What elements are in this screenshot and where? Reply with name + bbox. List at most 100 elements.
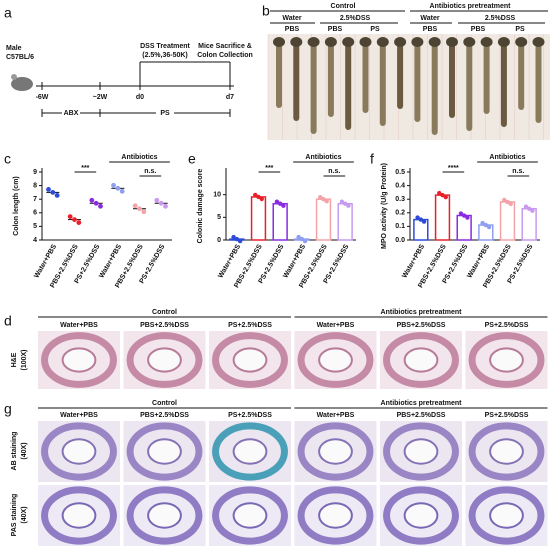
panel-label: d bbox=[4, 313, 12, 329]
y-tick-label: 6 bbox=[33, 210, 37, 217]
cecum bbox=[342, 37, 355, 47]
colon-strip bbox=[379, 38, 386, 126]
colon-strip bbox=[518, 38, 525, 110]
colon-strip bbox=[466, 38, 473, 131]
mouse-ear bbox=[11, 74, 17, 80]
tissue-ring bbox=[212, 422, 288, 481]
cecum bbox=[273, 37, 285, 47]
x-tick-label: Water+PBS bbox=[401, 243, 426, 279]
point bbox=[72, 217, 77, 223]
lumen bbox=[489, 438, 524, 465]
bar bbox=[272, 202, 288, 241]
point bbox=[281, 203, 286, 208]
agent-label: PBS bbox=[328, 26, 343, 33]
time-label: d7 bbox=[226, 94, 234, 101]
point bbox=[234, 236, 240, 242]
y-tick-label: 0.5 bbox=[395, 169, 405, 176]
column-label: Water+PBS bbox=[60, 412, 98, 419]
cecum bbox=[290, 37, 303, 47]
point bbox=[98, 203, 103, 209]
point bbox=[163, 203, 168, 209]
cecum bbox=[532, 37, 545, 47]
bar bbox=[250, 196, 267, 241]
y-tick-label: 5 bbox=[217, 214, 221, 221]
lumen bbox=[61, 438, 97, 465]
group-label: Antibiotics bbox=[121, 154, 157, 161]
point bbox=[421, 219, 427, 224]
colon-strip bbox=[345, 38, 352, 130]
point bbox=[440, 192, 445, 198]
point bbox=[342, 201, 348, 206]
lumen bbox=[147, 438, 182, 465]
treatment-label: Water bbox=[282, 15, 301, 22]
group-label: Antibiotics pretreatment bbox=[381, 309, 463, 316]
colon-photo bbox=[268, 34, 550, 140]
treatment-label: 2.5%DSS bbox=[485, 15, 516, 22]
point bbox=[483, 222, 489, 228]
bar bbox=[499, 201, 516, 241]
cecum bbox=[324, 37, 337, 47]
tissue-ring bbox=[212, 486, 288, 545]
y-tick-label: 5 bbox=[33, 223, 37, 230]
point bbox=[508, 201, 513, 207]
tissue-ring bbox=[383, 332, 459, 388]
point bbox=[437, 190, 442, 196]
column-label: PBS+2.5%DSS bbox=[397, 322, 446, 329]
cecum bbox=[497, 37, 510, 47]
colon-strip bbox=[327, 38, 334, 117]
dss-label: DSS Treatment bbox=[140, 43, 190, 50]
point bbox=[458, 211, 464, 216]
y-tick-label: 9 bbox=[33, 169, 37, 176]
colon-strip bbox=[397, 38, 404, 109]
lumen bbox=[232, 438, 268, 465]
point bbox=[76, 220, 82, 226]
point bbox=[523, 204, 529, 209]
y-tick-label: 8 bbox=[33, 182, 37, 189]
tissue-ring bbox=[126, 486, 203, 545]
cecum bbox=[307, 37, 320, 47]
lumen bbox=[232, 347, 268, 373]
sig-label: n.s. bbox=[144, 168, 156, 175]
x-tick-label: Water+PBS bbox=[98, 243, 123, 279]
point bbox=[486, 224, 492, 230]
time-label: d0 bbox=[136, 94, 144, 101]
colon-strip bbox=[310, 38, 317, 134]
column-label: PS+2.5%DSS bbox=[485, 412, 529, 419]
agent-label: PBS bbox=[285, 26, 300, 33]
point bbox=[158, 200, 164, 206]
bar bbox=[521, 207, 537, 241]
panel-label: e bbox=[188, 151, 196, 167]
agent-label: PBS bbox=[471, 26, 486, 33]
tissue-ring bbox=[126, 332, 203, 388]
group-label: Antibiotics bbox=[305, 154, 341, 161]
point bbox=[346, 203, 351, 208]
agent-label: PBS bbox=[423, 26, 438, 33]
row-label: PAS staining bbox=[11, 494, 18, 537]
point bbox=[418, 217, 424, 222]
cecum bbox=[376, 37, 389, 47]
x-tick-label: Water+PBS bbox=[217, 243, 242, 279]
point bbox=[237, 238, 243, 244]
y-tick-label: 4 bbox=[33, 237, 37, 244]
point bbox=[274, 199, 280, 204]
y-axis-label: Colonic damage score bbox=[197, 169, 204, 244]
lumen bbox=[403, 347, 439, 373]
cecum bbox=[480, 37, 493, 47]
lumen bbox=[489, 502, 524, 529]
lumen bbox=[147, 347, 182, 373]
colon-strip bbox=[483, 38, 490, 114]
point bbox=[339, 199, 345, 204]
lumen bbox=[232, 502, 268, 529]
group-label: Control bbox=[152, 400, 177, 407]
lumen bbox=[318, 438, 353, 465]
mouse-icon bbox=[11, 77, 33, 91]
lumen bbox=[147, 502, 182, 529]
tissue-ring bbox=[41, 422, 117, 481]
y-tick-label: 0.0 bbox=[395, 237, 405, 244]
bar bbox=[434, 194, 451, 241]
cecum bbox=[446, 37, 458, 47]
lumen bbox=[318, 347, 353, 373]
tissue-ring bbox=[41, 486, 117, 545]
lumen bbox=[61, 347, 97, 373]
point bbox=[526, 206, 532, 211]
